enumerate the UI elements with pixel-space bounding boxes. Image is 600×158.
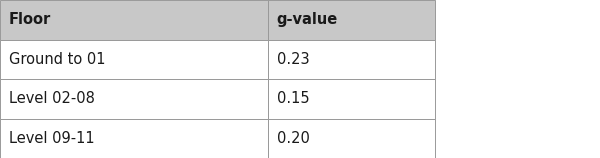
Bar [0,40,268,79]
Text: Level 02-08: Level 02-08 [9,91,95,106]
Bar [268,79,435,118]
Text: Floor: Floor [9,12,51,27]
Text: Ground to 01: Ground to 01 [9,52,106,67]
Text: Level 09-11: Level 09-11 [9,131,95,146]
Text: 0.23: 0.23 [277,52,309,67]
Bar [268,0,435,40]
Text: 0.15: 0.15 [277,91,309,106]
Text: 0.20: 0.20 [277,131,310,146]
Bar [0,0,268,40]
Bar [0,118,268,158]
Text: g-value: g-value [277,12,338,27]
Bar [268,118,435,158]
Bar [0,79,268,118]
Bar [268,40,435,79]
